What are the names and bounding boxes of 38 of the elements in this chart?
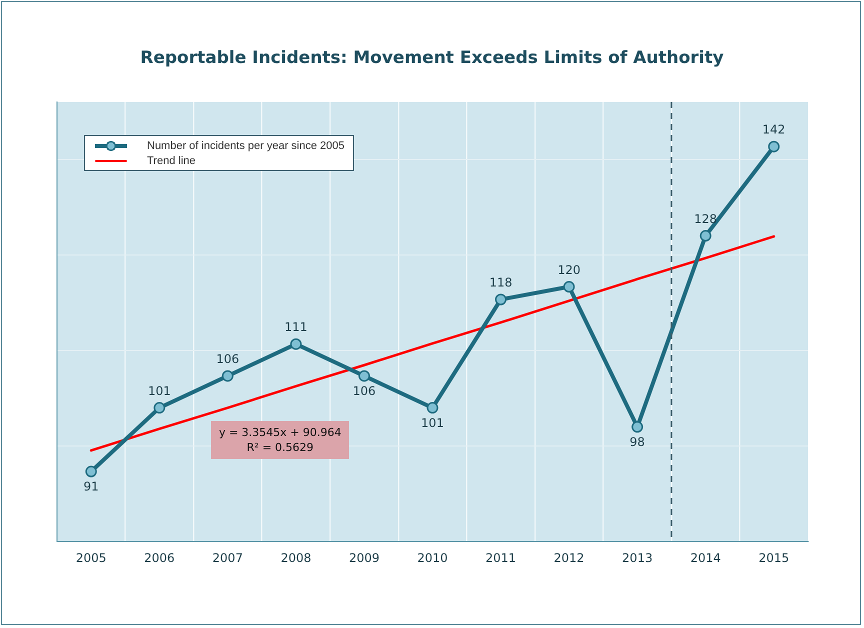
point	[768, 140, 780, 152]
point	[632, 421, 644, 433]
x-tick-label: 2014	[690, 550, 721, 565]
x-tick-label: 2005	[76, 550, 106, 565]
x-tick-label: 2007	[212, 550, 243, 565]
x-tick-label: 2015	[758, 550, 790, 565]
data-label: 101	[421, 416, 444, 430]
point	[563, 281, 575, 293]
legend-label: Trend line	[147, 154, 196, 166]
point	[358, 370, 370, 382]
point	[85, 466, 97, 478]
data-label: 98	[630, 435, 645, 450]
x-tick-label: 2008	[280, 550, 312, 565]
data-label: 118	[489, 276, 512, 290]
data-label: 128	[694, 212, 718, 226]
point	[700, 230, 712, 242]
data-label: 91	[83, 480, 99, 494]
point	[154, 402, 166, 414]
x-tick-label: 2006	[144, 550, 175, 565]
data-label: 101	[148, 384, 171, 398]
legend-label: Number of incidents per year since 2005	[147, 140, 344, 152]
annotation: R² = 0.5629	[246, 440, 315, 455]
x-tick-label: 2012	[554, 550, 584, 565]
point	[495, 294, 507, 306]
chart-title: Reportable Incidents: Movement Exceeds Limits of Authority	[139, 48, 725, 68]
data-label: 106	[352, 384, 376, 398]
x-tick-label: 2011	[486, 550, 516, 565]
point	[222, 370, 234, 382]
annotation: y = 3.3545x + 90.964	[218, 424, 342, 440]
point	[426, 402, 438, 414]
x-tick-label: 2013	[622, 550, 653, 565]
data-label: 111	[284, 320, 308, 334]
point	[290, 338, 302, 350]
x-tick-label: 2009	[348, 550, 380, 565]
data-label: 120	[558, 262, 580, 277]
data-label: 106	[216, 352, 240, 366]
x-tick-label: 2010	[417, 550, 448, 565]
data-label: 142	[762, 122, 786, 137]
